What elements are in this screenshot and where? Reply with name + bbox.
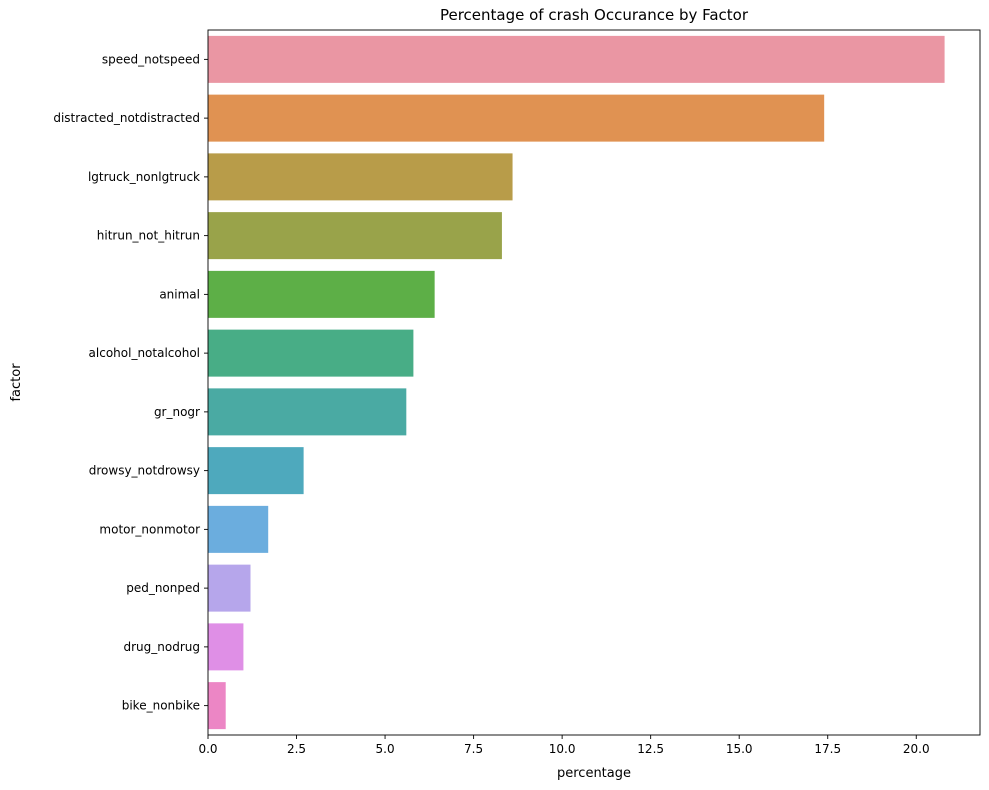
y-tick-label: gr_nogr — [154, 405, 200, 419]
y-axis-label: factor — [9, 363, 24, 402]
y-tick-label: lgtruck_nonlgtruck — [88, 170, 200, 184]
bar-drowsy-notdrowsy — [208, 447, 304, 495]
bar-distracted-notdistracted — [208, 94, 825, 142]
bar-gr-nogr — [208, 388, 407, 436]
bar-drug-nodrug — [208, 623, 244, 671]
y-tick-label: distracted_notdistracted — [53, 111, 200, 125]
chart-title: Percentage of crash Occurance by Factor — [440, 6, 749, 24]
y-tick-label: alcohol_notalcohol — [89, 346, 200, 360]
x-tick-label: 15.0 — [726, 742, 753, 756]
x-tick-label: 20.0 — [903, 742, 930, 756]
y-tick-label: animal — [159, 287, 200, 301]
bar-hitrun-not-hitrun — [208, 212, 502, 260]
bar-ped-nonped — [208, 564, 251, 612]
x-axis: 0.0 2.5 5.0 7.5 10.0 12.5 15.0 17.5 20.0 — [198, 735, 930, 756]
bars-group — [208, 35, 945, 730]
x-tick-label: 2.5 — [287, 742, 306, 756]
y-tick-label: motor_nonmotor — [99, 522, 200, 536]
y-tick-label: ped_nonped — [126, 581, 200, 595]
x-tick-label: 10.0 — [549, 742, 576, 756]
x-tick-label: 12.5 — [637, 742, 664, 756]
x-tick-label: 5.0 — [376, 742, 395, 756]
bar-lgtruck-nonlgtruck — [208, 153, 513, 201]
bar-animal — [208, 270, 435, 318]
y-tick-label: hitrun_not_hitrun — [97, 229, 200, 243]
axes-frame — [207, 29, 981, 736]
x-tick-label: 17.5 — [814, 742, 841, 756]
y-tick-label: drug_nodrug — [124, 640, 201, 654]
bar-bike-nonbike — [208, 682, 226, 730]
x-axis-label: percentage — [557, 766, 631, 781]
y-axis: speed_notspeed distracted_notdistractedlg… — [53, 52, 208, 713]
x-tick-label: 0.0 — [198, 742, 217, 756]
x-tick-label: 7.5 — [464, 742, 483, 756]
plot-frame — [207, 29, 981, 736]
bar-speed-notspeed — [208, 35, 945, 83]
y-tick-label: speed_notspeed — [102, 52, 200, 66]
y-tick-label: bike_nonbike — [122, 699, 200, 713]
y-tick-label: drowsy_notdrowsy — [89, 464, 200, 478]
bar-alcohol-notalcohol — [208, 329, 414, 377]
bar-motor-nonmotor — [208, 505, 269, 553]
